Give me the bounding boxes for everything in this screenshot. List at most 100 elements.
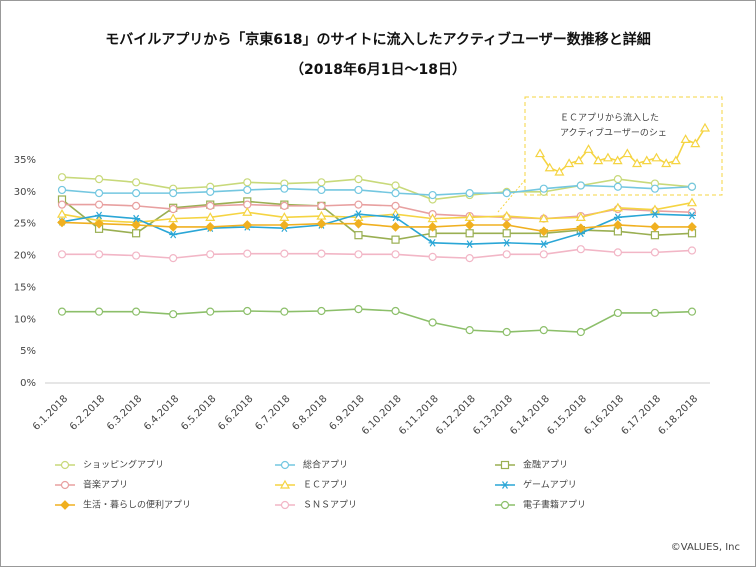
legend-label: 金融アプリ [523, 459, 568, 471]
point [650, 308, 660, 318]
point [391, 235, 400, 244]
point [57, 200, 67, 209]
point [538, 213, 549, 223]
point [650, 210, 659, 219]
point [94, 189, 104, 198]
point [168, 222, 179, 232]
y-tick-label: 10% [14, 314, 36, 325]
point [95, 211, 104, 220]
point [622, 148, 633, 158]
point [427, 213, 438, 223]
point [280, 307, 289, 316]
point [427, 222, 438, 232]
point [575, 223, 586, 234]
point [612, 155, 623, 165]
point [168, 213, 179, 223]
point [428, 238, 437, 247]
point [206, 201, 215, 210]
point [131, 220, 141, 230]
series-line [61, 176, 693, 201]
legend-marker [280, 500, 290, 510]
point [539, 250, 548, 259]
point [602, 152, 613, 162]
point [613, 220, 623, 230]
point [317, 249, 326, 258]
point [576, 245, 585, 254]
point [632, 158, 643, 168]
point [57, 185, 67, 195]
point [56, 208, 68, 218]
point [243, 178, 252, 187]
point [354, 304, 363, 314]
point [465, 229, 474, 238]
point [650, 184, 660, 193]
point [539, 326, 548, 335]
point [680, 134, 691, 143]
point [670, 155, 681, 165]
point [613, 248, 622, 257]
annotation: アクティブユーザーのシェ [560, 127, 667, 139]
point [583, 144, 594, 153]
point [650, 248, 660, 257]
point [564, 158, 575, 168]
y-tick-label: 0% [20, 378, 36, 389]
point [354, 175, 363, 184]
point [354, 210, 363, 219]
y-tick-label: 35% [14, 155, 36, 166]
legend-label: 生活・暮らしの便利アプリ [83, 499, 191, 511]
point [576, 327, 585, 337]
point [699, 122, 711, 132]
point [465, 326, 474, 335]
series-line [61, 184, 693, 196]
point [132, 189, 141, 198]
point [573, 155, 584, 165]
point [502, 189, 511, 198]
point [613, 182, 622, 191]
point [686, 197, 698, 207]
point [243, 249, 252, 258]
point [544, 162, 555, 172]
point [687, 307, 697, 316]
point [243, 306, 252, 316]
point [242, 207, 253, 216]
point [612, 202, 623, 212]
point [206, 250, 215, 259]
point [576, 181, 585, 190]
point [391, 250, 400, 259]
legend-label: 電子書籍アプリ [523, 499, 586, 511]
point [354, 185, 363, 195]
point [464, 220, 475, 230]
point [428, 318, 437, 327]
series-line [62, 308, 693, 333]
legend-label: ショッピングアプリ [83, 459, 164, 471]
point [94, 218, 104, 229]
point [132, 178, 141, 187]
point [687, 246, 697, 255]
point [94, 175, 104, 184]
point [132, 214, 141, 223]
point [391, 306, 400, 316]
point [651, 152, 662, 162]
point [94, 250, 104, 259]
y-tick-label: 25% [14, 219, 36, 230]
point [57, 307, 67, 316]
point [465, 240, 474, 248]
point [502, 229, 511, 238]
point [613, 213, 622, 222]
point [132, 201, 141, 210]
point [428, 190, 437, 200]
point [169, 189, 178, 198]
point [317, 201, 326, 210]
point [316, 218, 327, 229]
point [57, 217, 67, 228]
point [390, 222, 401, 232]
point [169, 230, 178, 239]
y-tick-label: 15% [14, 282, 36, 293]
point [641, 155, 652, 165]
point [317, 306, 326, 316]
point [94, 200, 104, 209]
point [169, 254, 178, 263]
point [539, 240, 548, 248]
y-tick-label: 5% [20, 346, 36, 357]
